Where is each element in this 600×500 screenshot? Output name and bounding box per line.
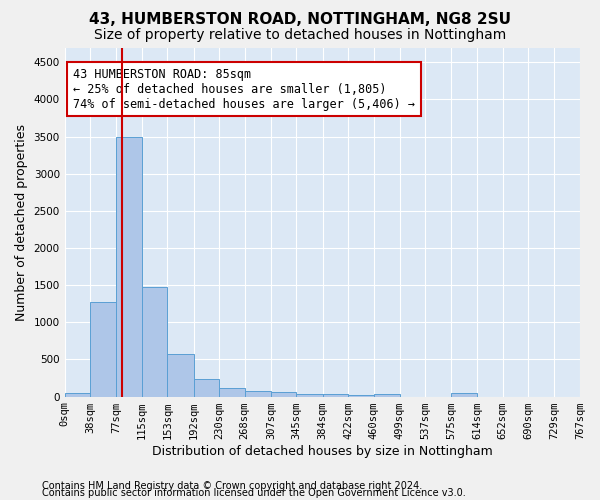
Y-axis label: Number of detached properties: Number of detached properties [15, 124, 28, 320]
Bar [323, 394, 348, 396]
Bar [167, 354, 194, 397]
Text: Contains HM Land Registry data © Crown copyright and database right 2024.: Contains HM Land Registry data © Crown c… [42, 481, 422, 491]
X-axis label: Distribution of detached houses by size in Nottingham: Distribution of detached houses by size … [152, 444, 493, 458]
Text: 43 HUMBERSTON ROAD: 85sqm
← 25% of detached houses are smaller (1,805)
74% of se: 43 HUMBERSTON ROAD: 85sqm ← 25% of detac… [73, 68, 415, 110]
Bar [65, 393, 90, 396]
Text: Contains public sector information licensed under the Open Government Licence v3: Contains public sector information licen… [42, 488, 466, 498]
Bar [194, 379, 219, 396]
Text: 43, HUMBERSTON ROAD, NOTTINGHAM, NG8 2SU: 43, HUMBERSTON ROAD, NOTTINGHAM, NG8 2SU [89, 12, 511, 28]
Bar [374, 394, 400, 396]
Bar [219, 388, 245, 396]
Bar [296, 394, 323, 396]
Bar [245, 390, 271, 396]
Bar [451, 393, 477, 396]
Bar [116, 136, 142, 396]
Bar [271, 392, 296, 396]
Text: Size of property relative to detached houses in Nottingham: Size of property relative to detached ho… [94, 28, 506, 42]
Bar [90, 302, 116, 396]
Bar [142, 286, 167, 397]
